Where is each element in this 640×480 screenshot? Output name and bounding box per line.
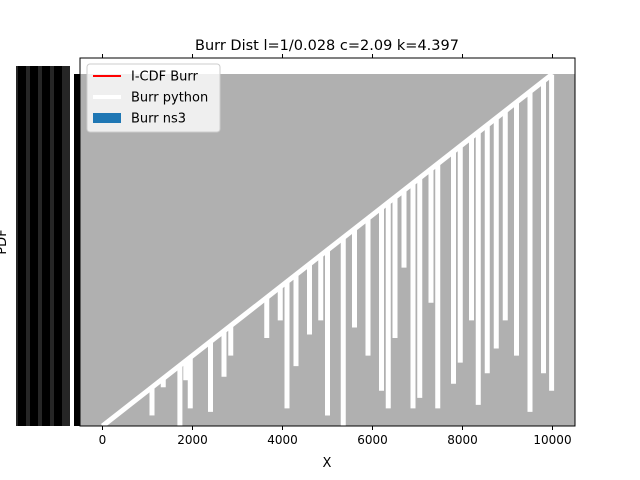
y-tick-marks-dense xyxy=(74,74,80,426)
y-tick-label-column-1 xyxy=(30,66,38,426)
chart-title: Burr Dist l=1/0.028 c=2.09 k=4.397 xyxy=(195,38,459,54)
series-burr-python-line xyxy=(100,72,555,428)
plot-area xyxy=(80,72,575,428)
legend-label-1: Burr python xyxy=(131,91,208,106)
x-tick-label-5: 10000 xyxy=(533,433,571,447)
x-axis: 0 2000 4000 6000 8000 10000 xyxy=(99,54,572,447)
x-tick-label-4: 8000 xyxy=(447,433,478,447)
legend-label-2: Burr ns3 xyxy=(131,112,186,127)
legend-swatch-2 xyxy=(93,113,121,123)
fill-right-region xyxy=(102,74,575,426)
x-tick-label-1: 2000 xyxy=(177,433,208,447)
legend: I-CDF Burr Burr python Burr ns3 xyxy=(86,63,221,133)
x-axis-label: X xyxy=(323,456,332,471)
y-axis-dense-ticks xyxy=(16,66,80,426)
legend-label-0: I-CDF Burr xyxy=(131,70,198,85)
x-tick-label-0: 0 xyxy=(99,433,107,447)
y-axis-label: PDF xyxy=(0,229,10,254)
x-tick-label-2: 4000 xyxy=(267,433,298,447)
y-tick-label-column-3 xyxy=(54,66,62,426)
x-tick-label-3: 6000 xyxy=(357,433,388,447)
y-tick-label-column-2 xyxy=(42,66,50,426)
y-tick-label-column-0 xyxy=(18,66,26,426)
